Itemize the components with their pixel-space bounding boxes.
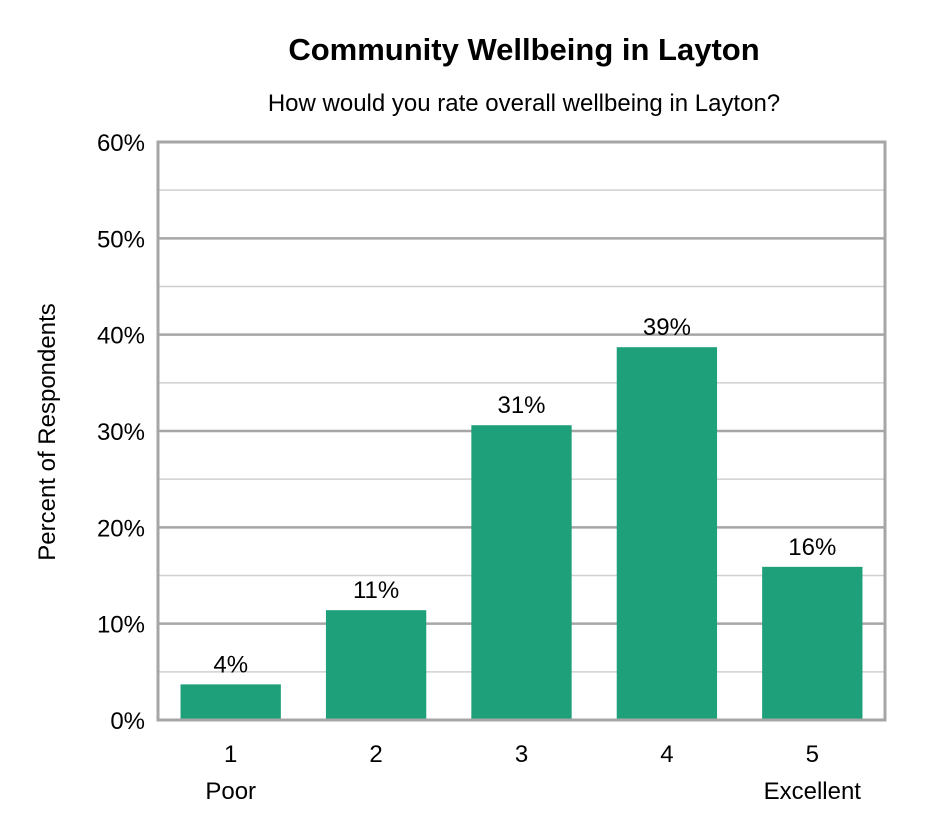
y-tick-label: 0% [110, 708, 145, 735]
y-tick-label: 50% [97, 226, 145, 253]
x-tick-label-2: 2 [369, 741, 382, 768]
x-tick-sublabel-5: Excellent [764, 778, 862, 805]
x-tick-labels: 1 Poor 2 3 4 5 Excellent [205, 741, 861, 805]
y-tick-label: 60% [97, 130, 145, 157]
plot-frame [156, 140, 887, 722]
data-labels: 4% 11% 31% 39% 16% [213, 314, 836, 678]
bar-1 [180, 684, 281, 720]
x-tick-label-3: 3 [515, 741, 528, 768]
data-label-2: 11% [353, 577, 399, 604]
y-tick-label: 20% [97, 515, 145, 542]
x-tick-label-1: 1 [224, 741, 237, 768]
y-tick-label: 40% [97, 323, 145, 350]
y-tick-labels: 0% 10% 20% 30% 40% 50% 60% [97, 130, 145, 735]
chart-subtitle: How would you rate overall wellbeing in … [268, 90, 780, 117]
bars [180, 347, 863, 720]
bar-5 [762, 566, 863, 720]
data-label-5: 16% [788, 534, 836, 561]
x-tick-sublabel-1: Poor [205, 778, 256, 805]
data-label-4: 39% [643, 314, 691, 341]
y-tick-label: 10% [97, 612, 145, 639]
data-label-1: 4% [213, 651, 248, 678]
x-tick-label-4: 4 [660, 741, 673, 768]
x-tick-label-5: 5 [806, 741, 819, 768]
chart-title: Community Wellbeing in Layton [288, 32, 759, 67]
bar-3 [471, 425, 572, 720]
data-label-3: 31% [497, 392, 545, 419]
bar-2 [325, 610, 427, 720]
y-tick-label: 30% [97, 419, 145, 446]
bar-4 [616, 347, 718, 720]
y-axis-label: Percent of Respondents [34, 303, 61, 561]
